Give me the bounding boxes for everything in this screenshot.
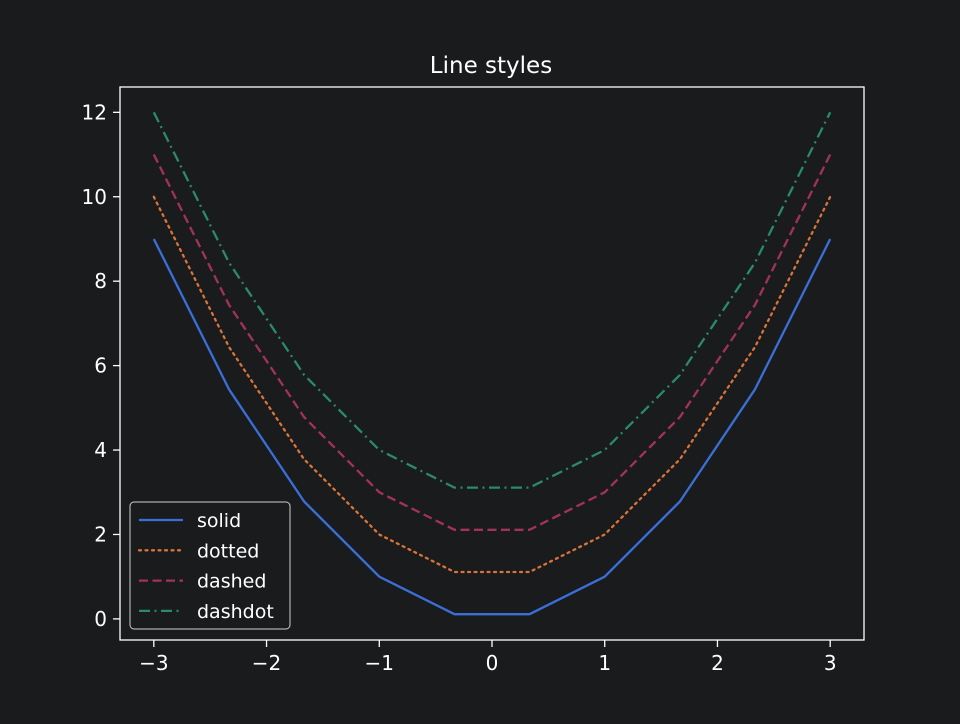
legend-box — [129, 501, 291, 630]
plot-lines — [152, 111, 832, 616]
y-tick-label: 0 — [94, 607, 107, 631]
y-tick-label: 12 — [82, 100, 107, 124]
y-tick-label: 4 — [94, 438, 107, 462]
x-tick-label: 1 — [598, 651, 611, 675]
y-tick-label: 2 — [94, 522, 107, 546]
x-tick-label: −1 — [365, 651, 394, 675]
legend-label-dotted: dotted — [197, 540, 259, 562]
series-line-dashed — [152, 153, 832, 531]
legend-label-dashdot: dashdot — [197, 601, 274, 623]
chart-title: Line styles — [430, 53, 552, 79]
x-tick-label: −2 — [252, 651, 281, 675]
x-axis: −3 −2 −1 0 1 2 3 — [139, 640, 837, 675]
legend-label-solid: solid — [197, 510, 241, 532]
legend: solid dotted dashed dashdot — [129, 501, 291, 630]
x-tick-label: 0 — [486, 651, 499, 675]
x-tick-label: 3 — [824, 651, 837, 675]
x-tick-label: 2 — [711, 651, 724, 675]
x-tick-label: −3 — [139, 651, 168, 675]
series-line-dashdot — [152, 111, 832, 489]
y-tick-label: 8 — [94, 269, 107, 293]
series-line-dotted — [152, 195, 832, 574]
y-tick-label: 6 — [94, 354, 107, 378]
y-axis: 0 2 4 6 8 10 12 — [82, 100, 120, 631]
series-line-solid — [152, 238, 832, 616]
legend-label-dashed: dashed — [197, 571, 266, 593]
y-tick-label: 10 — [82, 185, 107, 209]
